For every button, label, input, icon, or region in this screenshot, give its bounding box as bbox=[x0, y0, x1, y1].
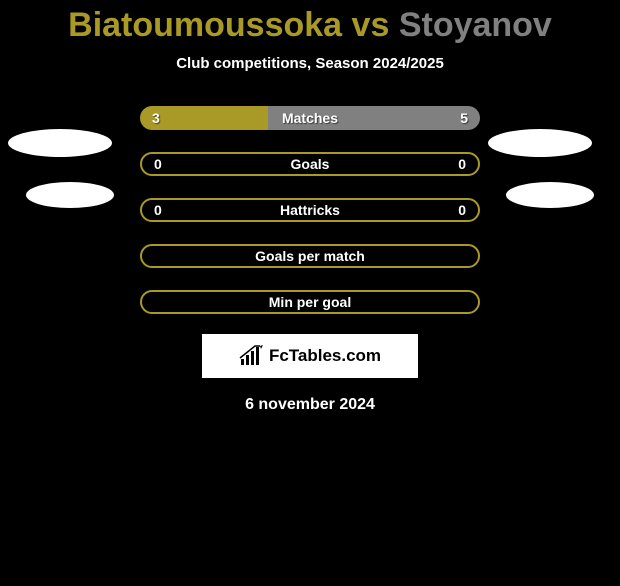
stat-left-value: 0 bbox=[154, 200, 162, 220]
stat-bar: 0 0 Goals bbox=[140, 152, 480, 176]
player-avatar-placeholder bbox=[506, 182, 594, 208]
stat-bar: Min per goal bbox=[140, 290, 480, 314]
stat-bar: 0 0 Hattricks bbox=[140, 198, 480, 222]
stat-right-value: 5 bbox=[460, 106, 468, 130]
player-avatar-placeholder bbox=[488, 129, 592, 157]
logo-box: FcTables.com bbox=[202, 334, 418, 378]
player2-name: Stoyanov bbox=[399, 6, 552, 44]
stat-right-value: 0 bbox=[458, 200, 466, 220]
stat-left-value: 3 bbox=[152, 106, 160, 130]
stat-bar: 35Matches bbox=[140, 106, 480, 130]
stat-bar-right bbox=[268, 106, 481, 130]
stat-label: Goals per match bbox=[255, 248, 365, 264]
player1-name: Biatoumoussoka bbox=[68, 6, 342, 44]
vs-text: vs bbox=[342, 6, 399, 44]
stat-label: Hattricks bbox=[280, 202, 340, 218]
player-avatar-placeholder bbox=[26, 182, 114, 208]
stat-label: Goals bbox=[291, 156, 330, 172]
player-avatar-placeholder bbox=[8, 129, 112, 157]
stat-label: Min per goal bbox=[269, 294, 351, 310]
date-text: 6 november 2024 bbox=[0, 396, 620, 414]
stat-bar: Goals per match bbox=[140, 244, 480, 268]
subtitle: Club competitions, Season 2024/2025 bbox=[0, 55, 620, 72]
stat-right-value: 0 bbox=[458, 154, 466, 174]
page-title: Biatoumoussoka vs Stoyanov bbox=[0, 6, 620, 45]
stat-left-value: 0 bbox=[154, 154, 162, 174]
bar-chart-icon bbox=[239, 345, 265, 367]
logo-text: FcTables.com bbox=[269, 346, 381, 366]
